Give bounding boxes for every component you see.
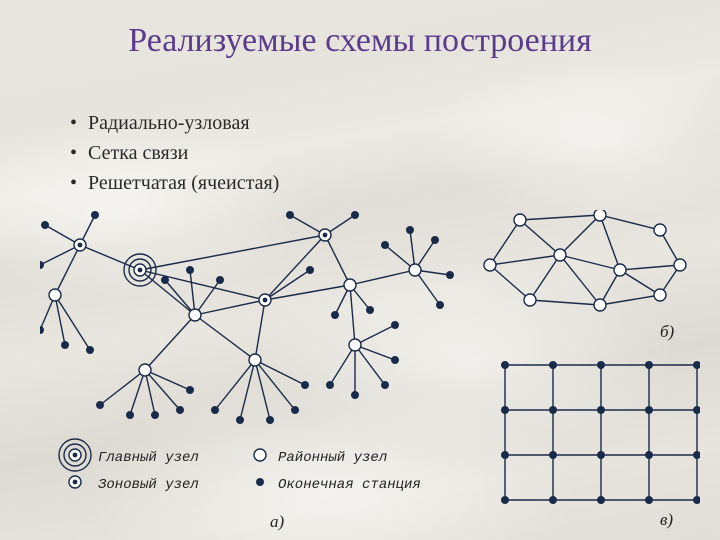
bullet-marker: • [70,138,88,168]
legend-label-0: Главный узел [98,450,199,466]
network-diagram: а)б)в)Главный узелЗоновый узелРайонный у… [40,210,690,520]
legend-label-1: Зоновый узел [98,477,199,493]
bullet-item: • Сетка связи [70,138,279,168]
legend-label-2: Районный узел [278,450,387,466]
bullet-marker: • [70,108,88,138]
slide-title: Реализуемые схемы построения [0,22,720,60]
bullet-text: Сетка связи [88,138,188,168]
panel-c-label: в) [660,510,673,530]
bullet-item: • Решетчатая (ячеистая) [70,168,279,198]
panel-b-label: б) [660,322,674,342]
legend-label-3: Оконечная станция [278,477,421,493]
bullet-item: • Радиально-узловая [70,108,279,138]
bullet-marker: • [70,168,88,198]
bullet-list: • Радиально-узловая • Сетка связи • Реше… [70,108,279,198]
bullet-text: Решетчатая (ячеистая) [88,168,279,198]
panel-a-label: а) [270,512,284,532]
bullet-text: Радиально-узловая [88,108,250,138]
